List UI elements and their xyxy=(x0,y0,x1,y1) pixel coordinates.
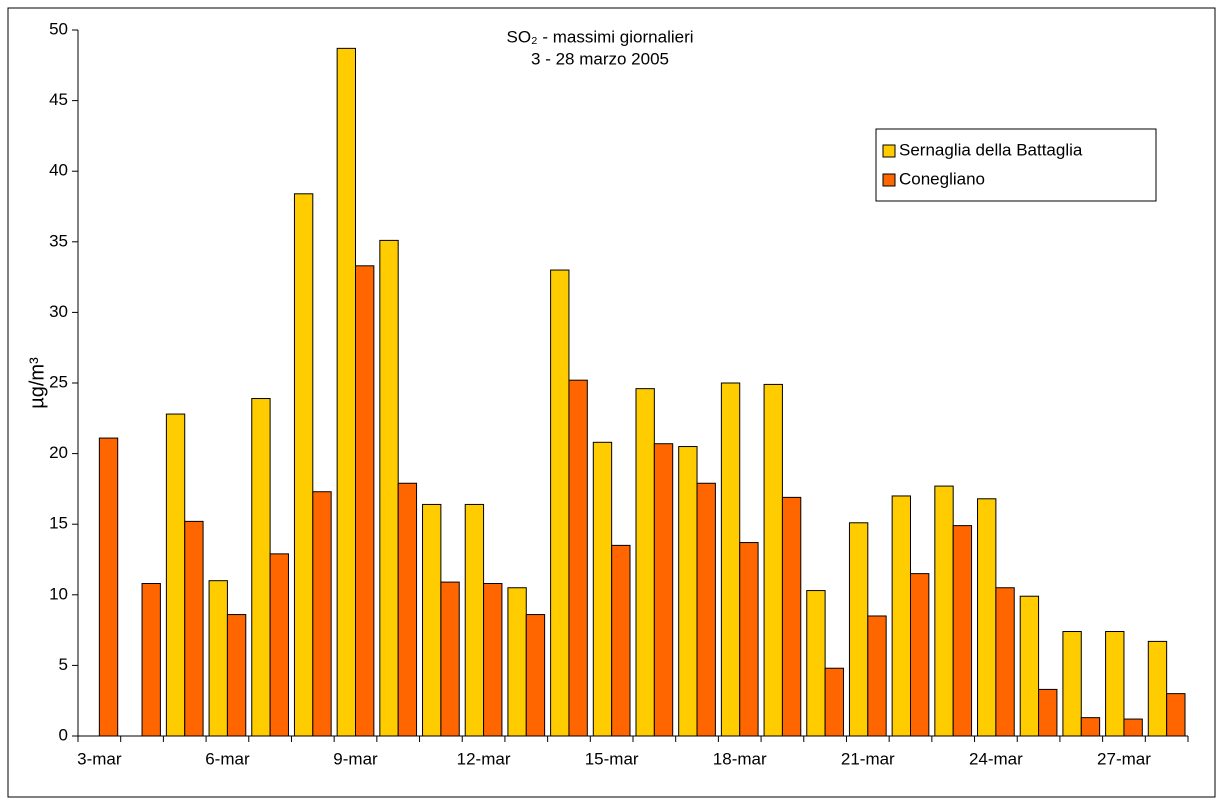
y-tick-label: 35 xyxy=(49,231,68,250)
x-tick-label: 6-mar xyxy=(205,749,250,768)
y-tick-label: 15 xyxy=(49,514,68,533)
bar xyxy=(611,544,631,737)
bar xyxy=(440,581,460,737)
y-tick-label: 10 xyxy=(49,584,68,603)
bar xyxy=(952,525,973,737)
bar xyxy=(635,388,655,737)
bar xyxy=(867,615,887,737)
x-tick-label: 18-mar xyxy=(713,749,767,768)
bar xyxy=(910,573,930,737)
bar xyxy=(696,482,716,737)
bar xyxy=(525,614,546,737)
bar xyxy=(336,47,356,737)
bar xyxy=(848,522,869,737)
bar xyxy=(1062,631,1082,737)
bar xyxy=(1166,693,1186,737)
bar xyxy=(208,580,228,737)
bar xyxy=(720,382,741,737)
y-tick-label: 25 xyxy=(49,372,68,391)
bar xyxy=(379,239,399,737)
bar xyxy=(934,485,954,737)
bar xyxy=(141,583,161,737)
bar xyxy=(824,667,844,737)
bar xyxy=(568,379,588,737)
legend-label: Conegliano xyxy=(899,169,985,188)
chart-title: SO₂ - massimi giornalieri xyxy=(506,27,693,46)
x-tick-label: 15-mar xyxy=(585,749,639,768)
y-tick-label: 40 xyxy=(49,161,68,180)
legend-swatch xyxy=(882,144,896,158)
bar xyxy=(1019,595,1040,737)
bar xyxy=(891,495,912,737)
legend-swatch xyxy=(882,173,896,187)
bar xyxy=(550,269,570,737)
bar xyxy=(977,498,997,737)
bar xyxy=(1038,688,1058,737)
bar xyxy=(653,443,674,737)
bar xyxy=(312,491,332,737)
x-tick-label: 9-mar xyxy=(333,749,378,768)
bar xyxy=(293,193,314,737)
bar xyxy=(1123,718,1143,737)
y-tick-label: 50 xyxy=(49,19,68,38)
bar xyxy=(678,446,698,737)
bar xyxy=(98,437,119,737)
y-tick-label: 30 xyxy=(49,302,68,321)
x-tick-label: 24-mar xyxy=(969,749,1023,768)
bar xyxy=(464,503,485,737)
bar xyxy=(226,614,247,737)
chart-subtitle: 3 - 28 marzo 2005 xyxy=(531,49,669,68)
bar xyxy=(422,503,442,737)
bar xyxy=(1080,717,1101,737)
bar xyxy=(806,590,826,737)
bar xyxy=(1147,640,1168,737)
bar xyxy=(781,496,802,737)
bar xyxy=(1105,631,1125,737)
bar xyxy=(184,520,204,737)
bar xyxy=(592,441,613,737)
legend-label: Sernaglia della Battaglia xyxy=(899,140,1083,159)
y-tick-label: 45 xyxy=(49,90,68,109)
bar xyxy=(397,482,418,737)
bar xyxy=(995,587,1015,737)
bar xyxy=(269,553,289,737)
y-tick-label: 20 xyxy=(49,443,68,462)
x-tick-label: 12-mar xyxy=(457,749,511,768)
y-axis-label: µg/m³ xyxy=(26,357,48,409)
bar xyxy=(763,383,783,737)
bar xyxy=(739,542,759,737)
legend-box xyxy=(875,128,1157,202)
bar xyxy=(483,583,503,737)
bar xyxy=(251,398,271,737)
bar xyxy=(507,587,527,737)
y-tick-label: 5 xyxy=(59,655,68,674)
bar xyxy=(165,413,186,737)
bar xyxy=(355,265,375,737)
x-tick-label: 3-mar xyxy=(77,749,122,768)
x-tick-label: 27-mar xyxy=(1097,749,1151,768)
y-tick-label: 0 xyxy=(59,725,68,744)
x-tick-label: 21-mar xyxy=(841,749,895,768)
